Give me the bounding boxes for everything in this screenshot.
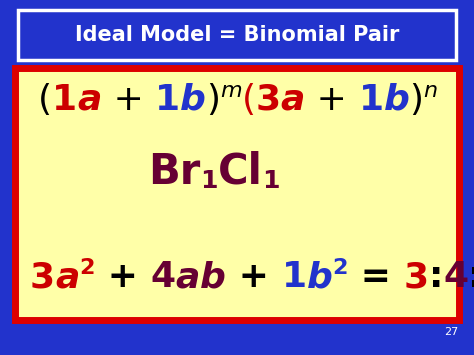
Text: 1: 1 [359, 83, 384, 117]
Text: a: a [55, 260, 80, 294]
Text: (: ( [242, 83, 256, 117]
Text: +: + [226, 260, 282, 294]
Text: 4: 4 [443, 260, 468, 294]
Text: ): ) [206, 83, 220, 117]
Bar [15, 68, 459, 320]
Text: ): ) [410, 83, 424, 117]
Bar [18, 10, 456, 60]
Text: n: n [424, 81, 438, 101]
Text: 1: 1 [263, 169, 280, 193]
Text: 1: 1 [200, 169, 218, 193]
Text: a: a [281, 83, 305, 117]
Text: 3: 3 [30, 260, 55, 294]
Text: 1: 1 [52, 83, 77, 117]
Text: 1: 1 [155, 83, 180, 117]
Text: a: a [176, 260, 200, 294]
Text: b: b [384, 83, 410, 117]
Text: 2: 2 [332, 258, 348, 278]
Text: Cl: Cl [218, 151, 263, 193]
Text: +: + [101, 83, 155, 117]
Text: (: ( [38, 83, 52, 117]
Text: 2: 2 [80, 258, 95, 278]
Text: b: b [200, 260, 226, 294]
Text: a: a [77, 83, 101, 117]
Text: Br: Br [148, 151, 200, 193]
Text: =: = [348, 260, 403, 294]
Text: 4: 4 [151, 260, 176, 294]
Text: +: + [305, 83, 359, 117]
Text: +: + [95, 260, 151, 294]
Text: 3: 3 [256, 83, 281, 117]
Text: 1: 1 [282, 260, 307, 294]
Text: 27: 27 [444, 327, 458, 337]
Text: Ideal Model = Binomial Pair: Ideal Model = Binomial Pair [75, 25, 399, 45]
Text: :: : [428, 260, 443, 294]
Text: :: : [468, 260, 474, 294]
Text: b: b [180, 83, 206, 117]
Text: b: b [307, 260, 332, 294]
Text: m: m [220, 81, 242, 101]
Text: 3: 3 [403, 260, 428, 294]
